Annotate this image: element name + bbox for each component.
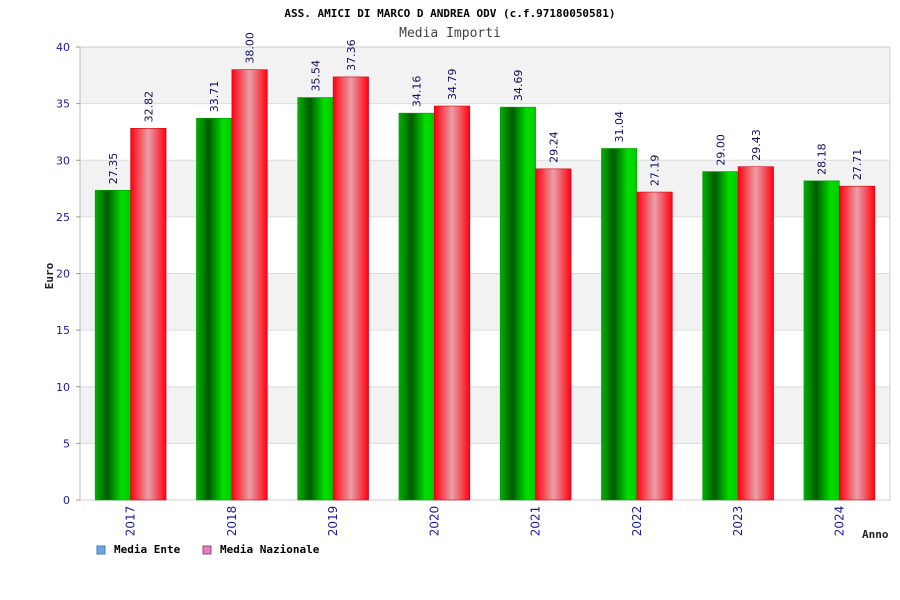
bar-media-ente-2019 xyxy=(297,97,334,501)
bar-media-ente-2017 xyxy=(94,189,131,501)
bar-media-nazionale-2019 xyxy=(332,76,369,501)
data-label: 28.18 xyxy=(816,143,829,175)
x-tick-label: 2019 xyxy=(326,506,340,537)
data-label: 34.69 xyxy=(512,70,525,102)
bar-media-ente-2020 xyxy=(398,112,435,501)
data-label: 37.36 xyxy=(345,39,358,71)
bar-media-ente-2018 xyxy=(196,117,233,501)
data-label: 29.43 xyxy=(750,129,763,161)
bar-media-nazionale-2018 xyxy=(231,69,268,501)
data-label: 38.00 xyxy=(244,32,257,64)
y-tick-label: 10 xyxy=(56,381,70,394)
x-tick-label: 2024 xyxy=(832,506,846,537)
plot-area: 0 5 10 15 20 25 30 35 40 27.35 32.82 2017 33.71 38.00… xyxy=(56,32,891,537)
data-label: 32.82 xyxy=(142,91,155,123)
x-tick-label: 2017 xyxy=(124,506,138,537)
data-label: 29.00 xyxy=(714,134,727,166)
bar-media-ente-2023 xyxy=(702,171,739,501)
legend-label-media-ente: Media Ente xyxy=(114,543,181,556)
bar-media-nazionale-2022 xyxy=(636,191,673,501)
x-tick-label: 2021 xyxy=(529,506,543,537)
x-tick-label: 2018 xyxy=(225,506,239,537)
data-label: 34.16 xyxy=(411,76,424,108)
data-label: 35.54 xyxy=(309,60,322,92)
data-label: 27.35 xyxy=(107,153,120,185)
y-tick-label: 0 xyxy=(63,494,70,507)
grid-band xyxy=(80,47,890,104)
data-label: 31.04 xyxy=(613,111,626,143)
bar-media-nazionale-2017 xyxy=(130,128,167,501)
chart-title: ASS. AMICI DI MARCO D ANDREA ODV (c.f.97… xyxy=(284,7,615,20)
legend-label-media-nazionale: Media Nazionale xyxy=(220,543,320,556)
y-tick-label: 20 xyxy=(56,268,70,281)
x-tick-label: 2020 xyxy=(427,506,441,537)
data-label: 27.71 xyxy=(851,149,864,181)
y-tick-label: 40 xyxy=(56,41,70,54)
bar-media-nazionale-2023 xyxy=(737,166,774,501)
x-axis-title: Anno xyxy=(862,528,889,541)
bar-media-ente-2022 xyxy=(601,148,638,501)
y-tick-label: 35 xyxy=(56,98,70,111)
data-label: 29.24 xyxy=(547,131,560,163)
bar-media-nazionale-2024 xyxy=(839,185,876,501)
legend-swatch-media-ente xyxy=(96,545,106,555)
y-tick-label: 30 xyxy=(56,154,70,167)
x-tick-label: 2022 xyxy=(630,506,644,537)
bar-media-nazionale-2021 xyxy=(535,168,572,501)
y-tick-label: 15 xyxy=(56,324,70,337)
bar-media-ente-2021 xyxy=(499,106,536,501)
data-label: 34.79 xyxy=(446,69,459,101)
bar-media-nazionale-2020 xyxy=(434,105,471,501)
chart-subtitle: Media Importi xyxy=(399,26,501,41)
y-tick-label: 25 xyxy=(56,211,70,224)
bar-media-ente-2024 xyxy=(803,180,840,501)
data-label: 33.71 xyxy=(208,81,221,113)
data-label: 27.19 xyxy=(649,155,662,187)
x-tick-label: 2023 xyxy=(731,506,745,537)
legend: Media Ente Media Nazionale xyxy=(96,543,320,556)
y-axis-title: Euro xyxy=(43,262,56,289)
y-tick-label: 5 xyxy=(63,437,70,450)
legend-swatch-media-nazionale xyxy=(202,545,212,555)
